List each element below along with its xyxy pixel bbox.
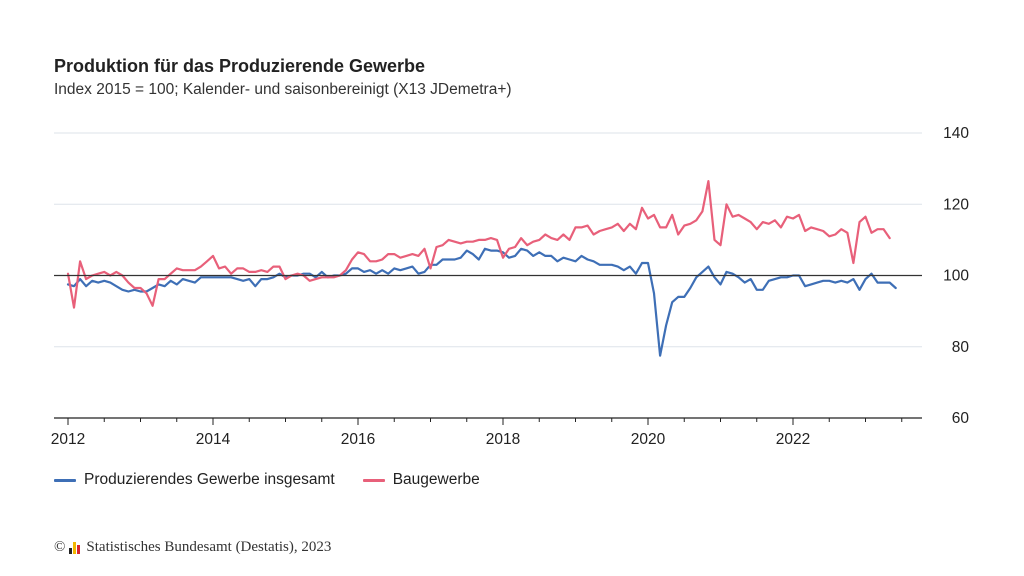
y-tick-label: 120: [943, 196, 969, 213]
series-line-1: [66, 180, 891, 309]
axes: 60 80 100 120 140 2012 2014 2016 2018 2020 2022: [51, 125, 970, 448]
y-tick-label: 60: [952, 410, 970, 427]
legend-label-construction: Baugewerbe: [392, 471, 480, 488]
legend-label-total: Produzierendes Gewerbe insgesamt: [84, 471, 335, 488]
series-line-0: [66, 247, 897, 357]
source-footer: © Statistisches Bundesamt (Destatis), 20…: [54, 539, 331, 556]
x-tick-label: 2018: [486, 431, 520, 448]
legend-swatch-blue: [54, 478, 76, 482]
chart-title: Produktion für das Produzierende Gewerbe: [54, 56, 426, 76]
legend-item-total: Produzierendes Gewerbe insgesamt: [54, 471, 335, 489]
legend-item-construction: Baugewerbe: [362, 471, 480, 489]
destatis-logo-icon: [69, 541, 81, 554]
x-tick-label: 2012: [51, 431, 85, 448]
legend-swatch-red: [362, 478, 385, 482]
gridlines: [54, 132, 922, 348]
series-lines: [66, 180, 897, 357]
y-tick-label: 140: [943, 125, 969, 142]
x-tick-label: 2014: [196, 431, 231, 448]
copyright-symbol: ©: [54, 539, 66, 555]
y-tick-label: 100: [943, 268, 969, 285]
chart-subtitle: Index 2015 = 100; Kalender- und saisonbe…: [54, 81, 512, 98]
source-text: Statistisches Bundesamt (Destatis), 2023: [86, 539, 332, 555]
x-tick-label: 2022: [776, 431, 810, 448]
x-tick-label: 2020: [631, 431, 666, 448]
y-tick-label: 80: [952, 339, 970, 356]
legend: Produzierendes Gewerbe insgesamt Baugewe…: [54, 471, 508, 489]
x-tick-label: 2016: [341, 431, 375, 448]
